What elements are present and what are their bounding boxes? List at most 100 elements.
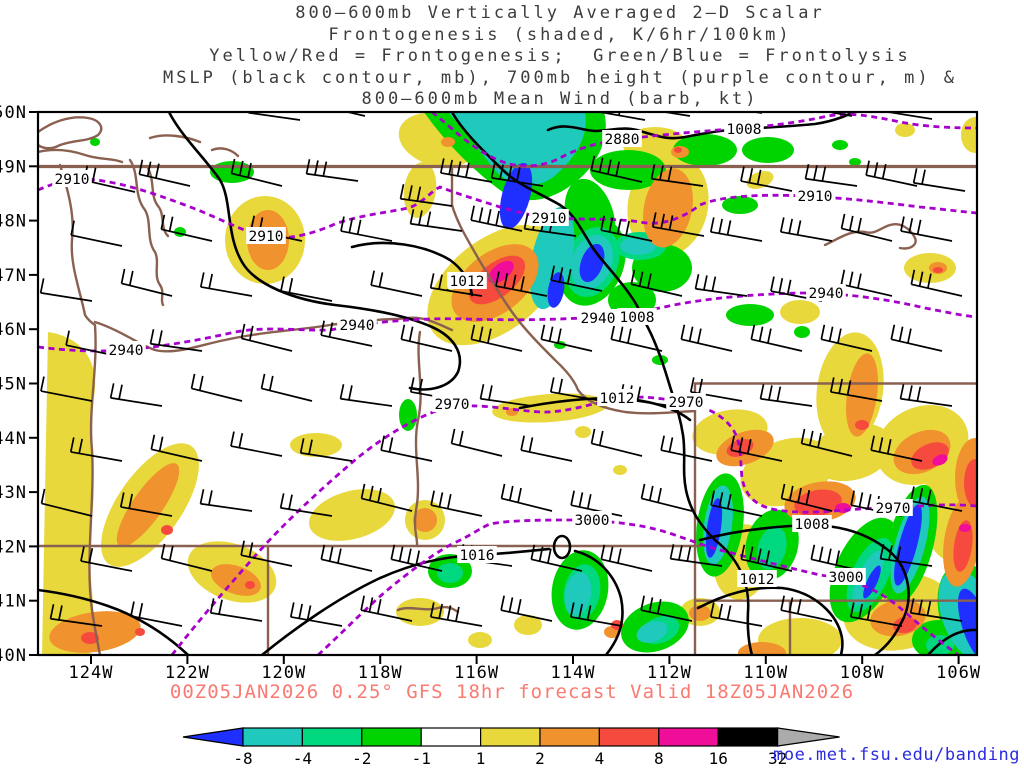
wind-barb bbox=[80, 546, 133, 572]
title-line-5: 800–600mb Mean Wind (barb, kt) bbox=[361, 89, 759, 109]
svg-text:2910: 2910 bbox=[55, 172, 90, 188]
lat-tick-label: 45N bbox=[0, 375, 27, 395]
lon-tick-label: 120W bbox=[261, 663, 306, 683]
wind-barb bbox=[500, 595, 553, 622]
contour-label-hgt: 2910 bbox=[246, 227, 286, 245]
wind-barb bbox=[600, 215, 653, 242]
wind-barb bbox=[69, 437, 123, 462]
wind-barb bbox=[640, 595, 693, 622]
wind-barb bbox=[630, 269, 683, 297]
coastline bbox=[38, 116, 103, 150]
wind-barb bbox=[230, 431, 283, 457]
wind-barb bbox=[780, 483, 833, 512]
wind-barb bbox=[748, 112, 763, 114]
colorbar-segment bbox=[480, 727, 541, 747]
wind-barb bbox=[429, 602, 483, 627]
contour-labels: 2880 2910 2910 2910 2910 2940 2940 2940 2940 2970… bbox=[52, 120, 913, 588]
colorbar-tick-label: 16 bbox=[709, 749, 728, 768]
wind-barb bbox=[709, 602, 763, 627]
puget-sound bbox=[128, 158, 165, 307]
wind-barb bbox=[305, 159, 359, 182]
wind-barb bbox=[590, 428, 643, 457]
colorbar-segment bbox=[301, 727, 363, 747]
wind-barb bbox=[879, 544, 933, 567]
contour-label-mslp: 1012 bbox=[597, 389, 637, 407]
lat-tick-label: 41N bbox=[0, 592, 27, 612]
wind-barb bbox=[320, 544, 373, 572]
lon-tick-label: 124W bbox=[69, 663, 114, 683]
colorbar-tick-label: 4 bbox=[595, 749, 605, 768]
wind-barb bbox=[600, 544, 653, 572]
wind-barb bbox=[824, 112, 853, 117]
wind-barb bbox=[640, 483, 693, 512]
wind-barb bbox=[829, 377, 883, 402]
svg-text:2970: 2970 bbox=[876, 501, 911, 517]
wind-barb bbox=[190, 373, 243, 402]
wind-barb bbox=[540, 324, 593, 352]
wind-barb bbox=[149, 329, 203, 352]
site-link[interactable]: moe.met.fsu.edu/banding bbox=[773, 745, 1020, 765]
wind-barb bbox=[49, 604, 103, 627]
contour-label-mslp: 1008 bbox=[792, 515, 832, 533]
svg-text:1012: 1012 bbox=[450, 274, 485, 290]
idaho-montana-border bbox=[450, 165, 697, 415]
svg-text:2910: 2910 bbox=[532, 211, 567, 227]
wind-barb bbox=[280, 276, 333, 302]
svg-text:3000: 3000 bbox=[575, 513, 610, 529]
wind-barb bbox=[343, 112, 366, 117]
svg-text:2910: 2910 bbox=[249, 229, 284, 245]
wind-barb bbox=[730, 435, 783, 462]
wind-barb bbox=[550, 265, 603, 292]
wind-barb bbox=[500, 483, 553, 512]
wind-barb bbox=[759, 384, 813, 407]
wind-barb bbox=[450, 428, 503, 457]
wind-barb bbox=[160, 214, 213, 242]
wind-barb bbox=[549, 377, 603, 402]
svg-text:1008: 1008 bbox=[727, 122, 762, 138]
svg-text:2880: 2880 bbox=[605, 132, 640, 148]
colorbar-tick-label: -1 bbox=[412, 749, 431, 768]
lon-tick-label: 122W bbox=[165, 663, 210, 683]
title-line-1: 800–600mb Vertically Averaged 2–D Scalar bbox=[295, 3, 825, 23]
wind-barb bbox=[650, 164, 704, 187]
wind-barb bbox=[800, 428, 853, 457]
oregon-idaho-border bbox=[413, 330, 422, 548]
wind-barb bbox=[399, 184, 453, 207]
title-line-3: Yellow/Red = Frontogenesis; Green/Blue =… bbox=[209, 46, 911, 66]
colorbar-segment bbox=[539, 727, 601, 747]
wind-barb bbox=[590, 155, 643, 183]
colorbar-tick-label: -2 bbox=[352, 749, 371, 768]
lon-tick-label: 118W bbox=[358, 663, 403, 683]
lon-tick-label: 108W bbox=[840, 663, 885, 683]
colorbar-left-arrow bbox=[182, 727, 244, 747]
svg-text:1012: 1012 bbox=[600, 391, 635, 407]
svg-text:2940: 2940 bbox=[340, 318, 375, 334]
svg-text:2970: 2970 bbox=[669, 395, 704, 411]
colorbar-segment bbox=[242, 727, 304, 747]
contour-label-hgt: 2940 bbox=[806, 284, 846, 302]
lon-tick-label: 116W bbox=[454, 663, 499, 683]
colorbar: -8 -4 -2 -1 1 2 4 8 16 32 bbox=[182, 727, 840, 768]
title-line-4: MSLP (black contour, mb), 700mb height (… bbox=[162, 67, 958, 88]
wind-barb bbox=[380, 435, 433, 462]
lat-tick-label: 42N bbox=[0, 537, 27, 557]
wind-barb bbox=[740, 166, 793, 192]
contour-label-hgt: 3000 bbox=[572, 511, 612, 529]
wind-barb bbox=[840, 269, 893, 297]
wind-barb bbox=[849, 602, 903, 627]
wind-barb bbox=[610, 324, 663, 352]
colorbar-segment bbox=[420, 727, 482, 747]
wind-barb bbox=[709, 217, 763, 242]
wind-barb bbox=[710, 490, 763, 517]
title-line-2: Frontogenesis (shaded, K/6hr/100km) bbox=[328, 24, 792, 45]
wind-barb bbox=[912, 168, 966, 192]
wind-barb bbox=[409, 209, 463, 232]
lat-tick-label: 46N bbox=[0, 320, 27, 340]
wind-barb bbox=[390, 544, 443, 572]
wind-barb bbox=[865, 160, 918, 187]
coastline bbox=[38, 148, 124, 164]
lat-tick-label: 40N bbox=[0, 646, 27, 666]
svg-text:1008: 1008 bbox=[795, 517, 830, 533]
